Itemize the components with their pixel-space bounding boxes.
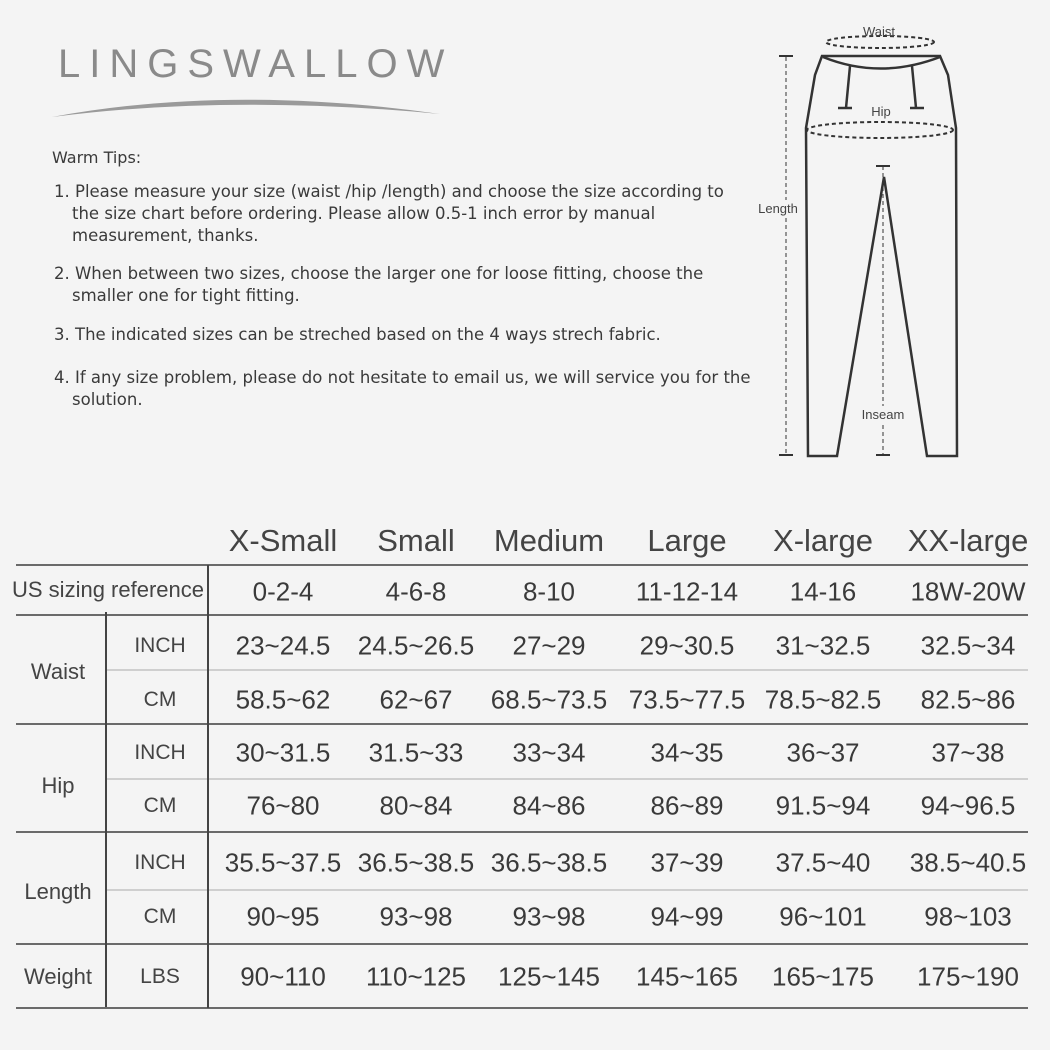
us-size-value: 18W-20W [910, 576, 1026, 607]
measure-label-weight: Weight [23, 964, 93, 989]
brand-logo: LINGSWALLOW [58, 42, 454, 86]
measurement-value: 68.5~73.5 [490, 684, 608, 715]
measurement-value: 31~32.5 [775, 630, 871, 661]
row-divider [105, 669, 1028, 671]
unit-label: CM [143, 794, 177, 817]
measurement-value: 90~110 [240, 961, 326, 992]
measurement-value: 76~80 [246, 790, 320, 821]
us-size-value: 4-6-8 [385, 576, 447, 607]
measurement-value: 94~99 [650, 901, 724, 932]
size-header: Large [647, 523, 727, 558]
diagram-label-waist: Waist [863, 24, 895, 39]
measurement-value: 36.5~38.5 [490, 847, 608, 878]
us-size-value: 8-10 [522, 576, 576, 607]
us-size-value: 11-12-14 [635, 576, 739, 607]
unit-label: CM [143, 688, 177, 711]
row-divider [16, 564, 1028, 566]
measurement-value: 32.5~34 [920, 630, 1016, 661]
measurement-value: 96~101 [779, 901, 867, 932]
measurement-value: 24.5~26.5 [357, 630, 475, 661]
tip-item: 4. If any size problem, please do not he… [54, 368, 751, 409]
measurement-value: 165~175 [772, 961, 874, 992]
measurement-value: 62~67 [379, 684, 453, 715]
measurement-value: 33~34 [512, 737, 586, 768]
measurement-value: 23~24.5 [235, 630, 331, 661]
diagram-label-inseam: Inseam [862, 407, 905, 422]
measurement-value: 93~98 [379, 901, 453, 932]
column-divider [105, 612, 107, 1007]
measurement-value: 90~95 [246, 901, 320, 932]
pants-diagram: Waist Hip Length Inseam [755, 24, 959, 458]
tips-title: Warm Tips: [52, 148, 142, 167]
us-size-value: 14-16 [789, 576, 857, 607]
tip-item: 2. When between two sizes, choose the la… [54, 264, 704, 305]
measurement-value: 35.5~37.5 [224, 847, 342, 878]
row-divider [16, 723, 1028, 725]
row-divider [16, 614, 1028, 616]
column-divider [207, 565, 209, 1008]
measurement-value: 34~35 [650, 737, 724, 768]
measure-label-hip: Hip [41, 773, 75, 798]
measure-label-waist: Waist [30, 659, 86, 684]
measurement-value: 29~30.5 [639, 630, 735, 661]
us-size-value: 0-2-4 [252, 576, 314, 607]
size-header: X-Small [228, 523, 338, 558]
measurement-value: 84~86 [512, 790, 586, 821]
row-divider [16, 831, 1028, 833]
tip-item: 3. The indicated sizes can be streched b… [54, 325, 661, 344]
measurement-value: 80~84 [379, 790, 453, 821]
measurement-value: 110~125 [365, 961, 467, 992]
measure-label-length: Length [24, 879, 92, 904]
measurement-value: 94~96.5 [920, 790, 1016, 821]
size-header: XX-large [907, 523, 1029, 558]
size-header: Medium [493, 523, 605, 558]
row-divider [16, 943, 1028, 945]
row-divider [105, 889, 1028, 891]
unit-label: INCH [134, 634, 186, 657]
measurement-value: 31.5~33 [368, 737, 464, 768]
unit-label: LBS [140, 965, 180, 988]
unit-label: CM [143, 905, 177, 928]
measurement-value: 82.5~86 [920, 684, 1016, 715]
measurement-value: 30~31.5 [235, 737, 331, 768]
row-divider [16, 1007, 1028, 1009]
size-header: X-large [773, 523, 873, 558]
measurement-value: 125~145 [498, 961, 600, 992]
measurement-value: 37.5~40 [775, 847, 871, 878]
measurement-value: 38.5~40.5 [909, 847, 1027, 878]
measurement-value: 98~103 [924, 901, 1012, 932]
row-divider [105, 778, 1028, 780]
measurement-value: 37~38 [931, 737, 1005, 768]
measurement-value: 73.5~77.5 [628, 684, 746, 715]
measurement-value: 37~39 [650, 847, 724, 878]
measurement-value: 36.5~38.5 [357, 847, 475, 878]
measurement-value: 91.5~94 [775, 790, 871, 821]
diagram-label-hip: Hip [871, 104, 891, 119]
tip-item: 1. Please measure your size (waist /hip … [54, 182, 724, 245]
measurement-value: 86~89 [650, 790, 724, 821]
size-header: Small [377, 523, 455, 558]
unit-label: INCH [134, 851, 186, 874]
measurement-value: 27~29 [512, 630, 586, 661]
measurement-value: 36~37 [786, 737, 860, 768]
diagram-label-length: Length [758, 201, 798, 216]
measurement-value: 78.5~82.5 [764, 684, 882, 715]
measurement-value: 175~190 [917, 961, 1019, 992]
unit-label: INCH [134, 741, 186, 764]
measurement-value: 145~165 [636, 961, 738, 992]
measurement-value: 93~98 [512, 901, 586, 932]
measurement-value: 58.5~62 [235, 684, 331, 715]
logo-swoosh [52, 99, 440, 117]
us-sizing-label: US sizing reference [12, 577, 204, 602]
